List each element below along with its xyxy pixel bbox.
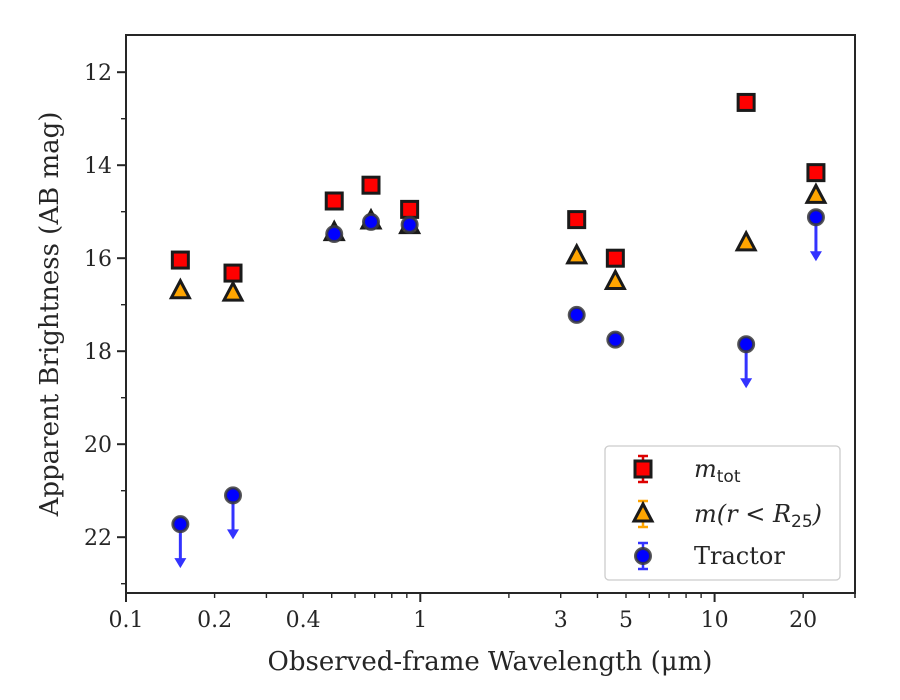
x-tick-label: 5 xyxy=(619,608,633,633)
legend-mtot-marker xyxy=(633,459,653,479)
y-tick-label: 14 xyxy=(84,154,112,179)
x-tick-label: 0.4 xyxy=(286,608,321,633)
legend: mtot m(r < R25) Tractor xyxy=(604,445,841,581)
legend-label-mr25: m(r < R25) xyxy=(694,500,822,532)
mr25-point xyxy=(804,182,828,204)
x-tick-label: 1 xyxy=(413,608,427,633)
y-axis: 12 14 16 18 20 22 xyxy=(84,61,126,585)
mtot-point xyxy=(361,175,381,195)
tractor-point xyxy=(606,330,625,349)
mtot-point xyxy=(806,163,826,183)
mtot-point xyxy=(324,191,344,211)
x-tick-label: 0.2 xyxy=(197,608,232,633)
tractor-point xyxy=(806,208,825,227)
mtot-point xyxy=(400,199,420,219)
mtot-point xyxy=(170,250,190,270)
y-tick-label: 18 xyxy=(84,340,112,365)
mtot-point xyxy=(605,248,625,268)
upper-limit-arrow-head xyxy=(740,378,753,389)
legend-mr25-marker xyxy=(631,500,655,523)
plot-area: 0.1 0.2 0.4 1 3 5 10 20 12 14 16 18 20 22 xyxy=(84,34,856,633)
tractor-point xyxy=(224,486,243,505)
x-axis: 0.1 0.2 0.4 1 3 5 10 20 xyxy=(109,593,856,633)
mr25-point xyxy=(565,242,589,265)
mtot-point xyxy=(567,210,587,230)
plot-frame xyxy=(125,34,856,594)
tractor-point xyxy=(171,515,190,534)
x-tick-label: 0.1 xyxy=(109,608,144,633)
y-tick-label: 16 xyxy=(84,247,112,272)
tractor-point xyxy=(325,225,344,244)
y-axis-title: Apparent Brightness (AB mag) xyxy=(35,112,65,518)
legend-label-mtot: mtot xyxy=(694,455,741,487)
tractor-point xyxy=(400,215,419,234)
mtot-point xyxy=(223,263,243,283)
y-tick-label: 12 xyxy=(84,61,112,86)
y-tick-label: 22 xyxy=(84,526,112,551)
mr25-point xyxy=(168,277,192,300)
x-tick-label: 3 xyxy=(554,608,568,633)
tractor-point xyxy=(362,212,381,231)
x-tick-label: 10 xyxy=(701,608,729,633)
x-tick-label: 20 xyxy=(789,608,817,633)
data-markers xyxy=(168,92,828,569)
y-tick-label: 20 xyxy=(84,433,112,458)
tractor-point xyxy=(737,335,756,354)
x-axis-title: Observed-frame Wavelength (μm) xyxy=(268,647,713,677)
mtot-point xyxy=(736,92,756,112)
upper-limit-arrow-head xyxy=(174,558,187,569)
legend-box xyxy=(604,445,841,581)
legend-label-tractor: Tractor xyxy=(694,542,785,570)
mr25-point xyxy=(221,279,245,302)
upper-limit-arrow-head xyxy=(227,529,240,540)
legend-tractor-marker xyxy=(634,547,652,565)
upper-limit-arrow-head xyxy=(809,251,822,262)
mr25-point xyxy=(734,229,758,252)
mr25-point xyxy=(603,268,627,290)
tractor-point xyxy=(567,305,586,324)
